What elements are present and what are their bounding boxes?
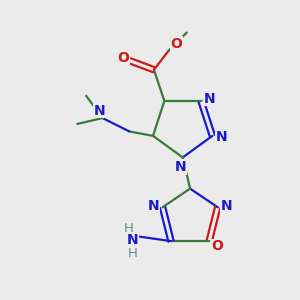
Text: N: N: [204, 92, 216, 106]
Text: O: O: [212, 239, 224, 254]
Text: N: N: [94, 103, 105, 118]
Text: N: N: [221, 199, 232, 213]
Text: H: H: [128, 247, 137, 260]
Text: O: O: [118, 52, 130, 65]
Text: O: O: [170, 37, 182, 51]
Text: N: N: [148, 199, 160, 213]
Text: N: N: [127, 233, 138, 247]
Text: N: N: [175, 160, 186, 174]
Text: H: H: [124, 222, 134, 235]
Text: N: N: [215, 130, 227, 144]
